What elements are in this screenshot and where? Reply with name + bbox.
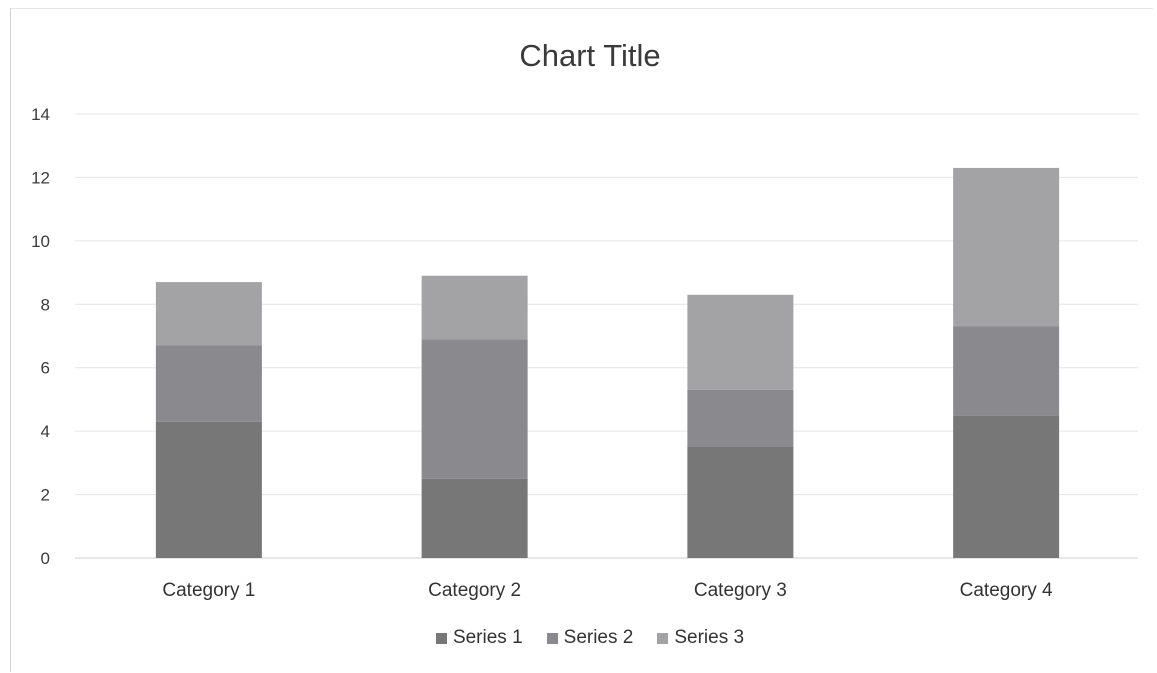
legend-item-series-3: Series 3	[657, 627, 744, 649]
bar-segment-series-3-category-4	[953, 167, 1060, 327]
y-tick-label: 6	[41, 359, 50, 378]
bar-segment-series-3-category-1	[155, 282, 262, 346]
x-category-label: Category 2	[428, 580, 521, 601]
y-tick-label: 14	[31, 105, 50, 124]
bar-segment-series-2-category-4	[953, 326, 1060, 416]
y-axis-ticks: 0 2 4 6 8 10 12 14	[31, 105, 50, 568]
y-tick-label: 2	[41, 486, 50, 505]
legend-label: Series 3	[674, 627, 745, 648]
legend-label: Series 1	[452, 627, 523, 648]
y-tick-label: 8	[41, 295, 50, 314]
legend-item-series-1: Series 1	[435, 627, 523, 649]
legend-label: Series 2	[563, 627, 634, 648]
x-category-label: Category 1	[162, 580, 255, 601]
bar-segment-series-2-category-2	[421, 339, 528, 479]
y-tick-label: 10	[31, 232, 50, 251]
chart-frame	[10, 8, 1153, 672]
bar-segment-series-2-category-1	[155, 345, 262, 422]
y-tick-label: 12	[31, 168, 50, 187]
bar-segment-series-1-category-2	[421, 478, 528, 558]
bar-segment-series-3-category-2	[421, 275, 528, 340]
bar-segment-series-1-category-3	[687, 447, 794, 558]
bar-segment-series-2-category-3	[687, 389, 794, 447]
bars	[155, 167, 1060, 558]
legend-swatch	[546, 632, 558, 644]
chart-title: Chart Title	[519, 38, 661, 73]
legend-swatch	[657, 632, 669, 644]
y-tick-label: 4	[41, 422, 50, 441]
legend: Series 1 Series 2 Series 3	[0, 627, 1157, 649]
bar-segment-series-1-category-4	[953, 415, 1060, 558]
x-axis-categories: Category 1 Category 2 Category 3 Category 4	[162, 580, 1053, 601]
bar-segment-series-3-category-3	[687, 294, 794, 390]
legend-item-series-2: Series 2	[546, 627, 634, 649]
x-category-label: Category 4	[960, 580, 1053, 601]
legend-swatch	[435, 632, 447, 644]
x-category-label: Category 3	[694, 580, 787, 601]
bar-segment-series-1-category-1	[155, 421, 262, 558]
y-tick-label: 0	[41, 549, 50, 568]
